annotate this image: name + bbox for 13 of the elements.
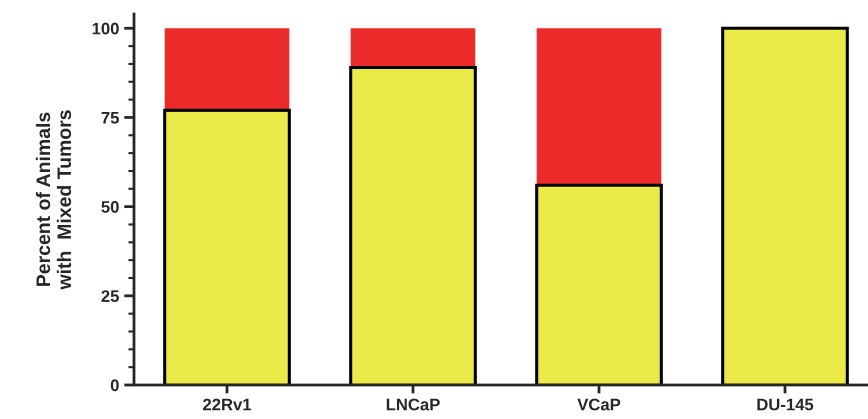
x-tick-label: LNCaP xyxy=(386,398,440,410)
x-tick-label: DU-145 xyxy=(757,398,814,410)
y-tick-label: 0 xyxy=(110,379,119,392)
y-axis-title: Percent of Animals with Mixed Tumors xyxy=(36,110,72,290)
bar xyxy=(536,28,662,186)
y-tick-label: 75 xyxy=(102,112,119,124)
y-tick-label: 50 xyxy=(101,201,119,213)
x-tick-label: VCaP xyxy=(577,398,620,410)
x-tick-label: 22Rv1 xyxy=(203,398,252,410)
bar xyxy=(164,28,290,110)
bar xyxy=(350,28,476,68)
y-tick-label: 25 xyxy=(101,290,119,302)
y-tick-label: 100 xyxy=(92,22,119,34)
